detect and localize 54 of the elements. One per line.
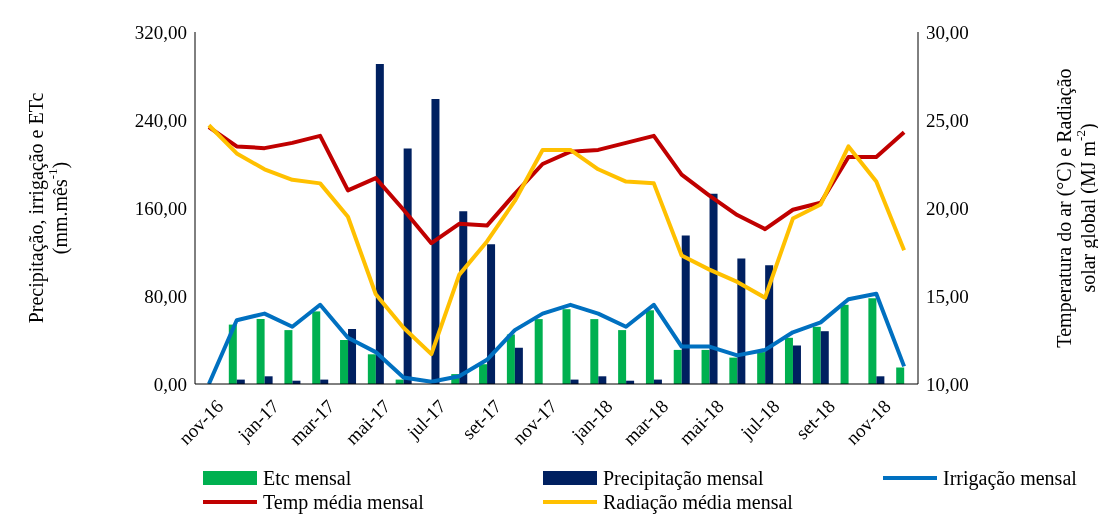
bar [459,211,468,384]
y-tick-label: 80,00 [144,285,187,307]
bar [256,319,265,384]
bar [876,376,885,384]
bar [479,364,488,384]
y-tick-label: 0,00 [153,373,187,395]
bar [840,304,849,384]
y2-tick-label: 30,00 [926,21,969,43]
bar [896,367,905,384]
bar [340,340,349,384]
legend-label: Radiação média mensal [603,490,793,514]
bar [729,357,738,384]
y-tick-label: 240,00 [134,109,187,131]
bar [534,319,543,384]
bar [590,319,599,384]
y-tick-label: 320,00 [134,21,187,43]
legend-label: Irrigação mensal [943,466,1077,490]
bar [264,376,273,384]
bar [403,148,412,384]
bar [820,331,829,384]
legend-label: Precipitação mensal [603,466,764,490]
bar [681,235,690,384]
y2-tick-label: 15,00 [926,285,969,307]
bar [506,334,515,384]
line-series [206,291,907,384]
bar [431,99,440,384]
bar [673,349,682,384]
y2-tick-label: 25,00 [926,109,969,131]
bar [375,63,384,384]
bar [348,329,357,384]
y2-tick-label: 10,00 [926,373,969,395]
bar [284,330,293,384]
bar [701,349,710,384]
legend-label: Etc mensal [263,466,352,490]
bar [868,298,877,384]
line-series [206,125,907,246]
bar [645,310,654,384]
bar [514,347,523,384]
bar [562,309,571,384]
bar [757,352,766,384]
bar [312,311,321,384]
bar [812,326,821,384]
bar [487,244,496,384]
bar [367,354,376,384]
bar [618,330,627,384]
y2-tick-label: 20,00 [926,197,969,219]
bar [598,376,607,384]
bar [792,345,801,384]
bar [784,337,793,384]
legend-label: Temp média mensal [263,490,424,514]
y-tick-label: 160,00 [134,197,187,219]
bar [737,258,746,384]
bar [709,193,718,384]
line-series [206,123,907,357]
